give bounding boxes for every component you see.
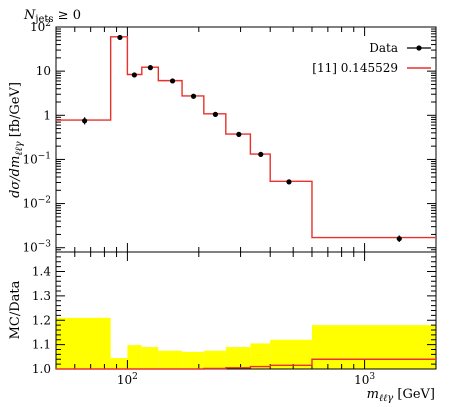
ratio-band-bin-6 — [203, 350, 226, 369]
main-y-tick-label: 10−1 — [22, 151, 51, 166]
data-point-4 — [169, 78, 176, 84]
data-point-8 — [258, 151, 264, 158]
main-y-tick-label: 10 — [36, 64, 51, 78]
ratio-band-bin-7 — [225, 347, 251, 369]
legend-data-marker — [416, 45, 422, 51]
ratio-band-bin-5 — [182, 351, 204, 369]
njets-corner-label: Njets ≥ 0 — [23, 8, 81, 25]
data-point-5 — [190, 93, 197, 99]
ratio-band-bin-8 — [250, 343, 271, 369]
ratio-y-tick-label: 1.3 — [32, 289, 51, 303]
main-y-tick-label: 102 — [30, 19, 51, 34]
legend-mc-label: [11] 0.145529 — [312, 61, 398, 75]
ratio-band-bin-1 — [110, 358, 128, 369]
x-axis-label: mℓℓγ [GeV] — [367, 387, 435, 404]
data-point-1 — [117, 34, 123, 41]
ratio-panel: 102 103 1.0 1.1 1.2 1.3 1.4 — [32, 251, 437, 387]
legend-data-label: Data — [369, 41, 398, 55]
main-y-tick-label: 10−2 — [22, 196, 51, 211]
ratio-band-bin-10 — [311, 325, 436, 369]
data-point-3 — [147, 65, 153, 71]
data-point-7 — [236, 131, 242, 137]
ratio-y-tick-label: 1.4 — [32, 265, 51, 279]
ratio-y-tick-label: 1.1 — [32, 338, 51, 352]
ratio-band-bin-4 — [158, 350, 183, 369]
data-point-10 — [396, 236, 402, 242]
main-y-axis-label: dσ/dmℓℓγ [fb/GeV] — [8, 82, 25, 198]
data-point-9 — [286, 179, 292, 185]
main-y-tick-label: 10−3 — [22, 240, 51, 255]
ratio-y-tick-label: 1.2 — [32, 313, 51, 327]
data-point-0 — [81, 118, 88, 124]
ratio-band-bin-9 — [270, 339, 312, 369]
ratio-band-bin-2 — [127, 345, 142, 369]
ratio-band-bin-3 — [141, 347, 159, 369]
data-point-6 — [212, 111, 219, 117]
legend: Data [11] 0.145529 — [312, 41, 431, 75]
ratio-band-bin-0 — [56, 317, 111, 369]
data-point-2 — [131, 72, 137, 78]
ratio-y-axis-label: MC/Data — [8, 280, 23, 339]
x-tick-label: 103 — [354, 372, 375, 387]
x-tick-label: 102 — [117, 372, 138, 387]
main-y-tick-label: 1 — [43, 108, 51, 122]
ratio-mc-line — [56, 358, 436, 370]
main-panel: 10−3 10−2 10−1 1 10 102 — [22, 19, 437, 255]
ratio-y-tick-label: 1.0 — [32, 362, 51, 376]
